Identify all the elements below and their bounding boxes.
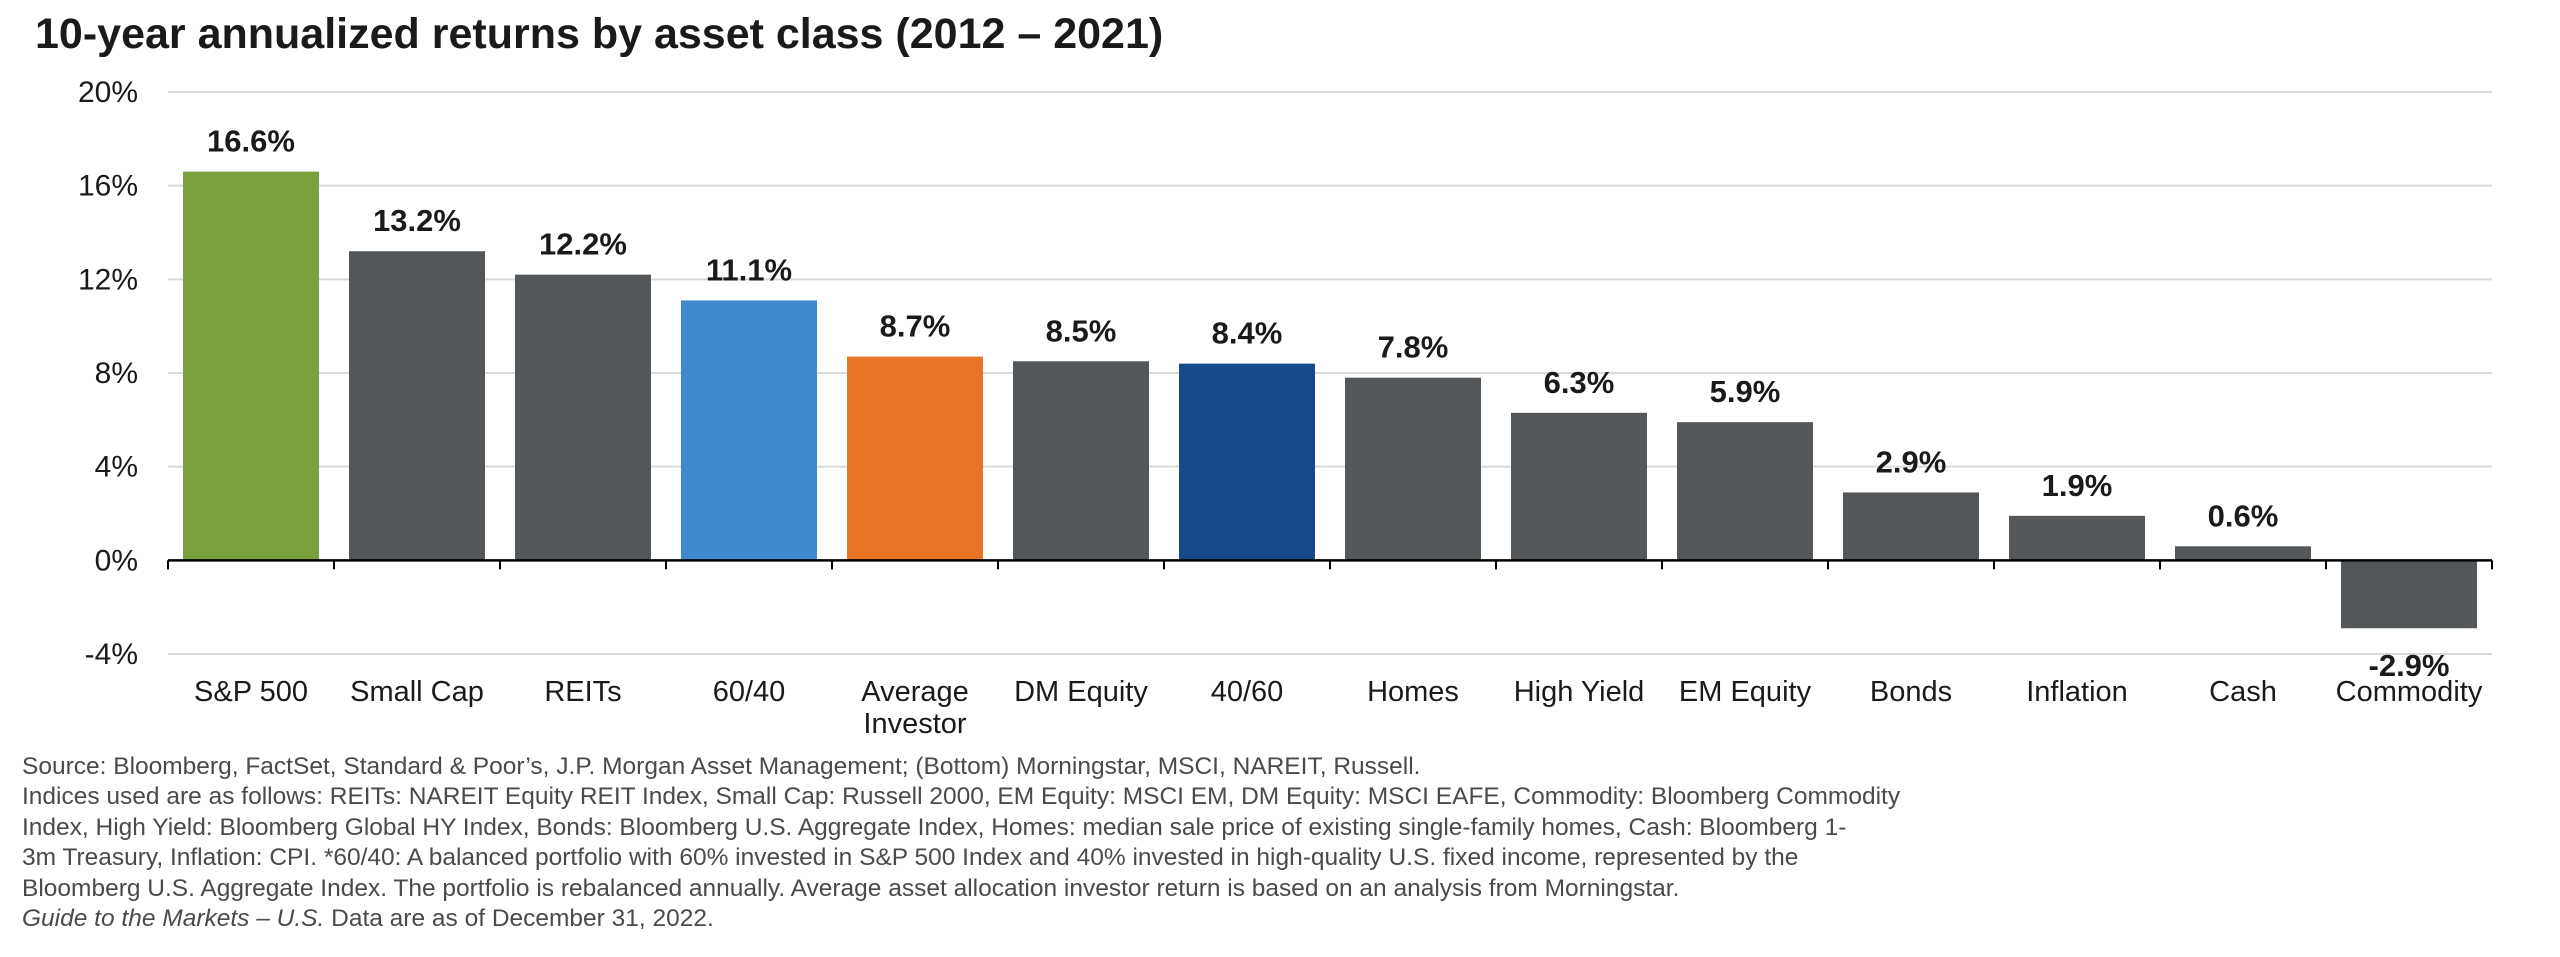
data-labels: 16.6% 13.2% 12.2% 11.1% 8.7% 8.5% 8.4% 7.8% 6.3%… [207,124,2449,684]
footnote-indices-1: Indices used are as follows: REITs: NARE… [22,783,1901,811]
category-label-40-60: 40/60 [1211,676,1284,708]
bar-average-investor [847,356,983,561]
x-axis-category-labels: S&P 500 Small Cap REITs 60/40 Average Investo… [194,676,2483,740]
y-tick-label: 0% [95,544,138,577]
footnote-guide: Guide to the Markets – U.S. Data are as … [22,904,2172,934]
footnote-indices-3: 3m Treasury, Inflation: CPI. *60/40: A b… [22,844,1799,872]
bar-s-p-500 [183,171,319,561]
data-label-reits: 12.2% [539,227,627,262]
category-label-homes: Homes [1367,676,1459,708]
y-tick-label: 4% [95,451,138,484]
data-label-small-cap: 13.2% [373,203,461,238]
category-label-commodity: Commodity [2336,676,2483,708]
bar-40-60 [1179,363,1315,561]
y-tick-label: 20% [78,76,138,109]
category-label-60-40: 60/40 [713,676,786,708]
data-label-em-equity: 5.9% [1710,374,1781,409]
bars [183,171,2477,629]
category-label-reits: REITs [544,676,621,708]
bar-reits [515,274,651,561]
bar-inflation [2009,515,2145,561]
data-label-commodity: -2.9% [2369,648,2450,683]
category-label-average-investor: Average Investor [861,676,969,740]
chart-title: 10-year annualized returns by asset clas… [35,10,1164,58]
y-tick-label: 16% [78,170,138,203]
data-label-40-60: 8.4% [1212,316,1283,351]
bar-60-40 [681,300,817,561]
y-axis-tick-labels: -4% 0% 4% 8% 12% 16% 20% [78,76,138,671]
data-label-bonds: 2.9% [1876,444,1947,479]
y-tick-label: 8% [95,357,138,390]
bar-chart: -4% 0% 4% 8% 12% 16% 20% 16.6% 13.2% 12.2% 11.1% 8… [78,76,2493,740]
bar-cash [2175,546,2311,561]
footnote-data-date: Data are as of December 31, 2022. [324,905,714,933]
data-label-average-investor: 8.7% [880,309,951,344]
bar-em-equity [1677,422,1813,561]
bar-small-cap [349,251,485,561]
footnote-indices-2: Index, High Yield: Bloomberg Global HY I… [22,813,1847,841]
footnotes: Source: Bloomberg, FactSet, Standard & P… [22,752,2172,934]
category-label-dm-equity: DM Equity [1014,676,1148,708]
category-label-bonds: Bonds [1870,676,1952,708]
bar-bonds [1843,492,1979,561]
data-label-high-yield: 6.3% [1544,365,1615,400]
x-axis [167,559,2493,570]
footnote-source: Source: Bloomberg, FactSet, Standard & P… [22,753,1421,780]
data-label-dm-equity: 8.5% [1046,313,1117,348]
category-label-cash: Cash [2209,676,2277,708]
category-label-high-yield: High Yield [1514,676,1645,708]
footnote-guide-title: Guide to the Markets – U.S. [22,905,325,933]
data-label-homes: 7.8% [1378,330,1449,365]
category-label-inflation: Inflation [2026,676,2128,708]
category-label-em-equity: EM Equity [1679,676,1812,708]
bar-homes [1345,377,1481,561]
data-label-inflation: 1.9% [2042,468,2113,503]
footnote-indices-4: Bloomberg U.S. Aggregate Index. The port… [22,874,1680,902]
bar-commodity [2341,560,2477,629]
data-label-cash: 0.6% [2208,498,2279,533]
category-label-s-p-500: S&P 500 [194,676,308,708]
data-label-s-p-500: 16.6% [207,124,295,159]
bar-high-yield [1511,412,1647,561]
data-label-60-40: 11.1% [706,252,792,287]
y-tick-label: -4% [85,638,138,671]
y-tick-label: 12% [78,263,138,296]
bar-dm-equity [1013,361,1149,561]
category-label-small-cap: Small Cap [350,676,484,708]
